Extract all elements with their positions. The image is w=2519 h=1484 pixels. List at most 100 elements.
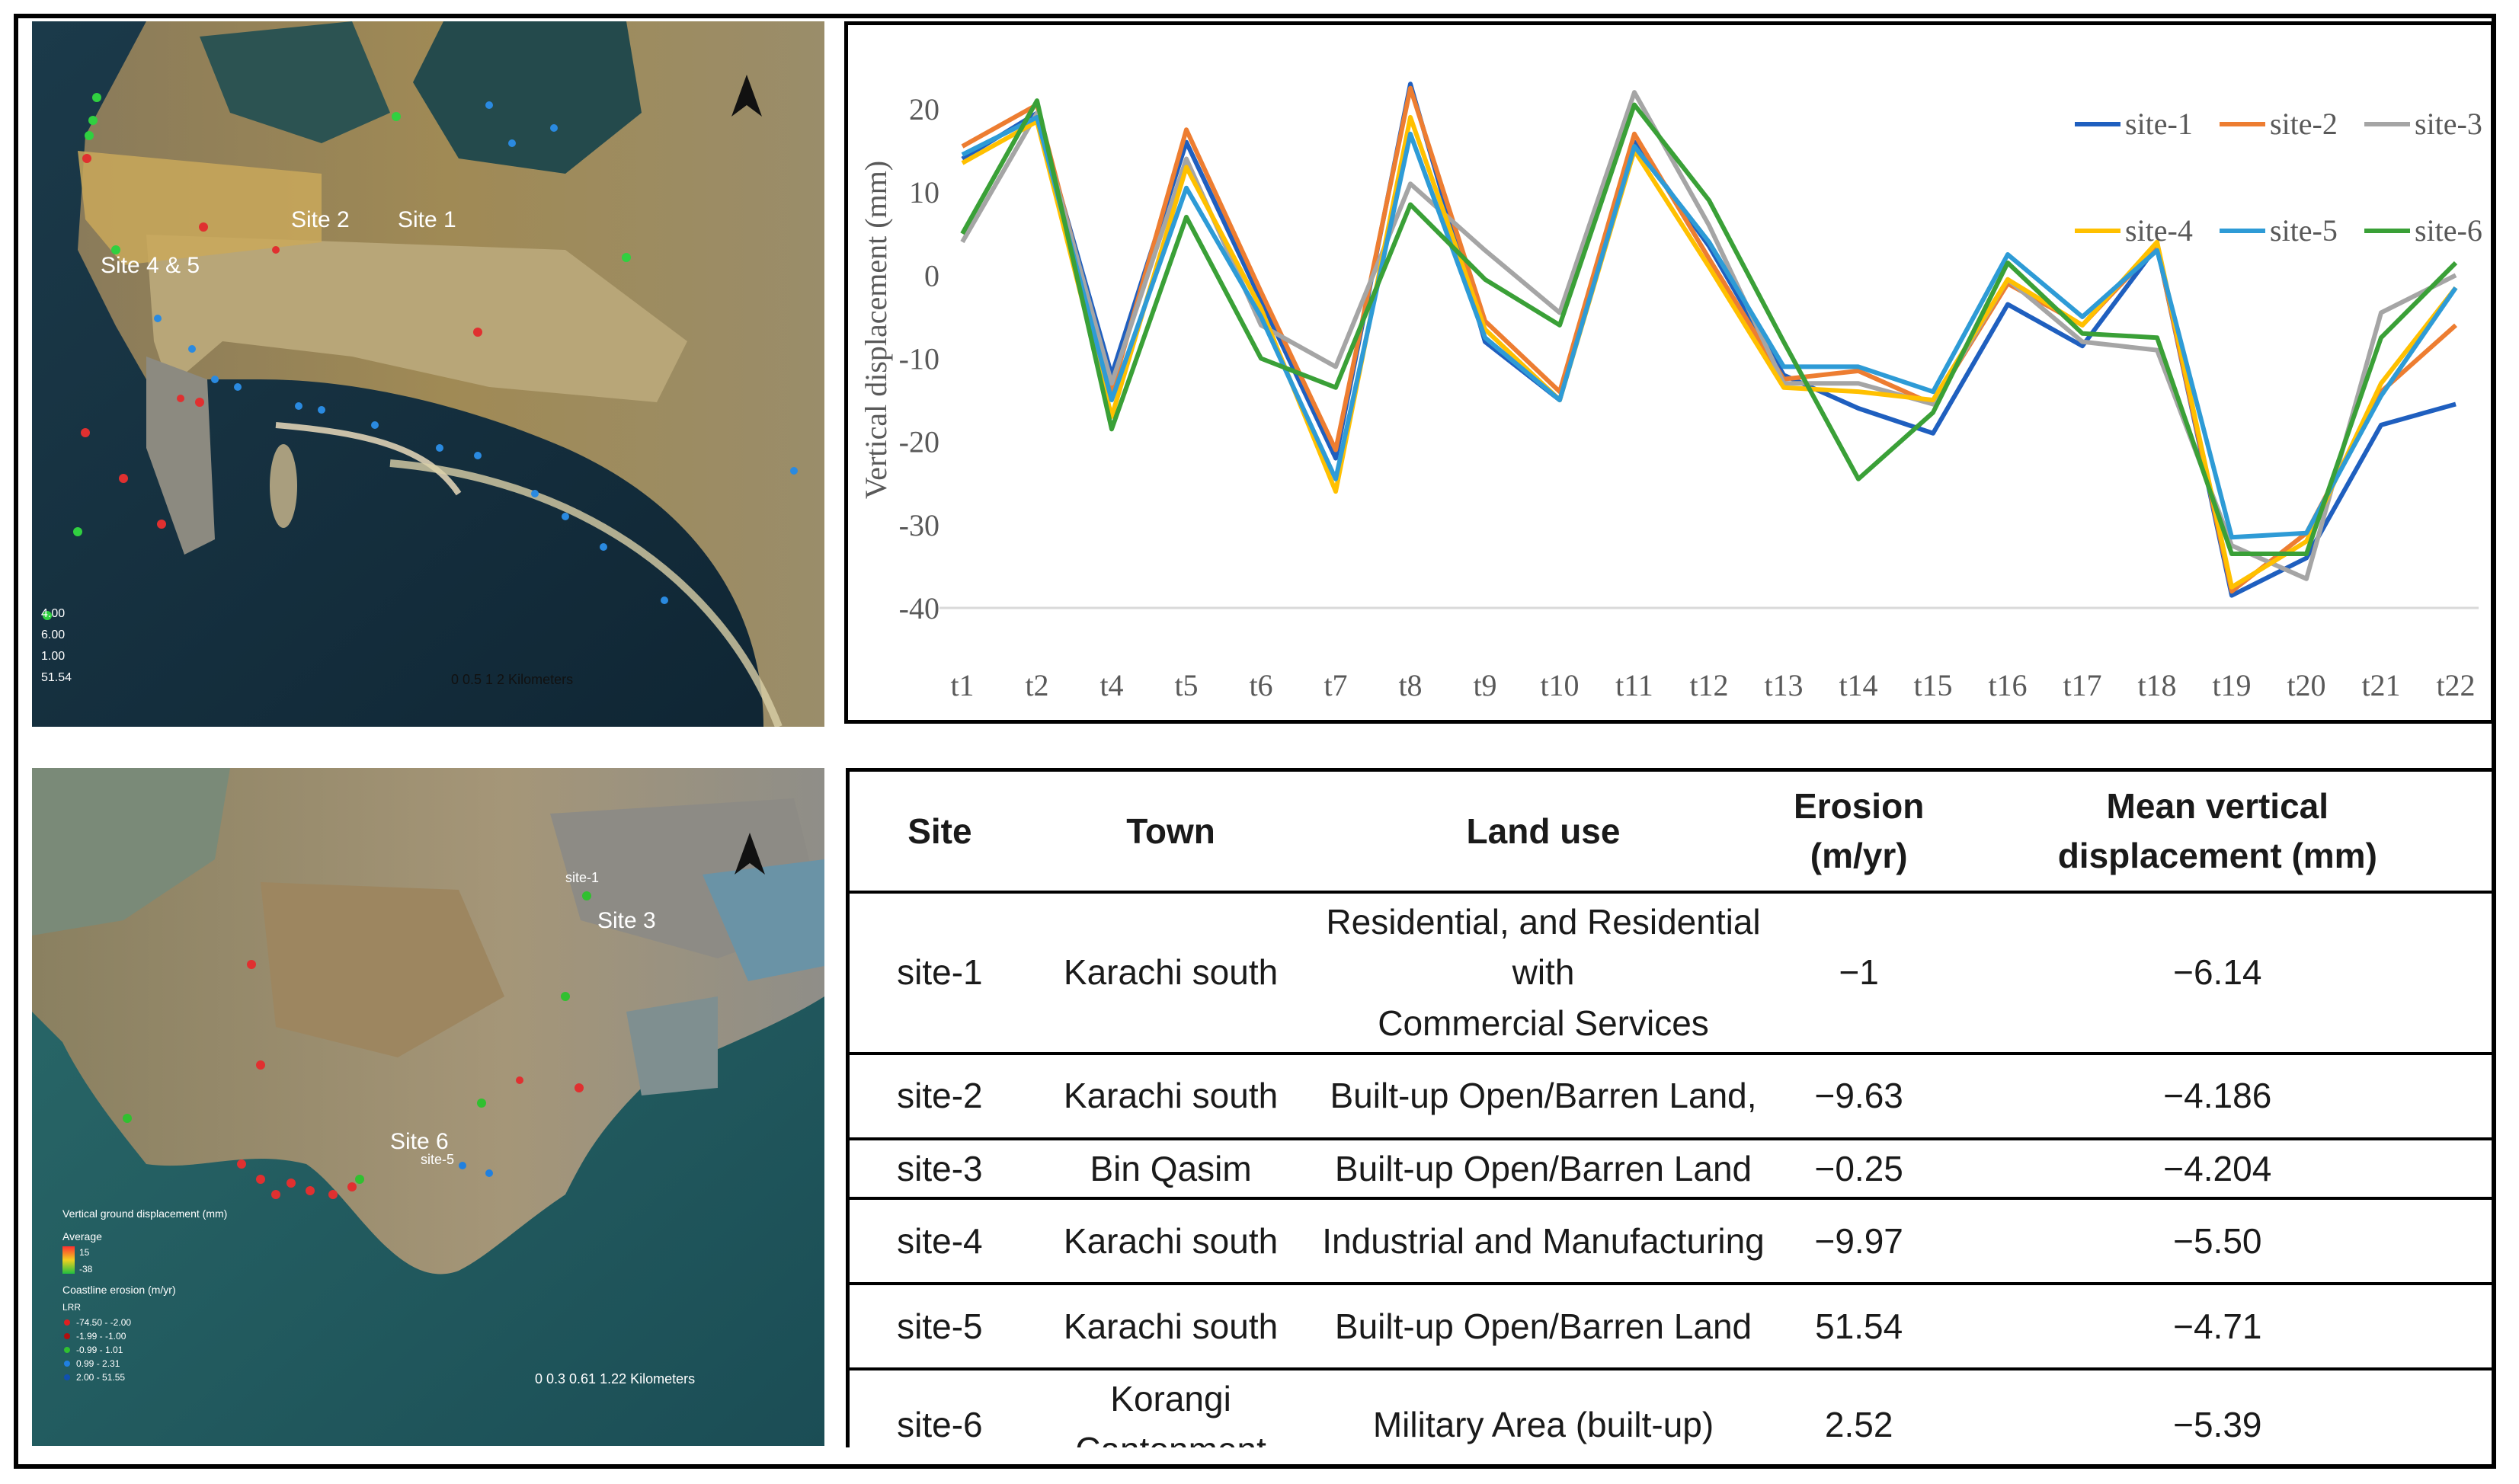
legend-erosion-label: -0.99 - 1.01: [76, 1345, 123, 1355]
table-row: site-2 Karachi south Built-up Open/Barren …: [847, 1051, 2495, 1139]
land-use-line2: Commercial Services: [1378, 1003, 1709, 1043]
land-use-line1: Military Area (built-up): [1372, 1404, 1714, 1444]
legend-top-value-1: 4.00: [41, 607, 65, 620]
legend-top: 4.00 6.00 1.00 51.54: [41, 607, 72, 684]
cell-town: Karachi south: [1029, 890, 1312, 1054]
cell-site: site-6: [847, 1367, 1030, 1447]
cell-erosion: −1: [1775, 890, 1943, 1054]
cell-site: site-3: [847, 1137, 1030, 1199]
site-table: Site Town Land use Erosion (m/yr) Mean v…: [846, 768, 2496, 1447]
cell-erosion: 2.52: [1775, 1367, 1943, 1447]
y-axis-label: Vertical displacement (mm): [859, 161, 893, 499]
cell-town: Bin Qasim: [1029, 1137, 1312, 1199]
cell-land-use: Military Area (built-up): [1311, 1367, 1775, 1447]
land-use-line1: Residential, and Residential with: [1326, 901, 1761, 993]
table-row: site-4 Karachi south Industrial and Manufa…: [847, 1197, 2495, 1284]
legend-color-ramp: [62, 1246, 75, 1274]
legend-bottom: Vertical ground displacement (mm) Averag…: [62, 1207, 227, 1383]
y-tick-label: -10: [899, 342, 939, 376]
scale-bar-top: 0 0.5 1 2 Kilometers: [451, 672, 573, 687]
legend-erosion-swatch: [64, 1361, 70, 1367]
y-tick-label: 20: [909, 92, 939, 126]
cell-town: Karachi south: [1029, 1197, 1312, 1284]
x-tick-label: t11: [1615, 668, 1653, 702]
x-tick-label: t14: [1839, 668, 1877, 702]
legend-label-site-6: site-6: [2415, 213, 2482, 248]
x-tick-label: t18: [2137, 668, 2176, 702]
cell-town: Karachi south: [1029, 1282, 1312, 1370]
label-site-6-small: site-5: [421, 1152, 454, 1167]
legend-top-value-4: 51.54: [41, 671, 72, 684]
legend-label-site-2: site-2: [2270, 107, 2338, 141]
cell-land-use: Built-up Open/Barren Land: [1311, 1282, 1775, 1370]
legend-bottom-title: Vertical ground displacement (mm): [62, 1207, 227, 1220]
land-use-line1: Built-up Open/Barren Land: [1334, 1148, 1752, 1188]
x-tick-label: t7: [1324, 668, 1347, 702]
legend-label-site-4: site-4: [2125, 213, 2193, 248]
cell-erosion: −9.97: [1775, 1197, 1943, 1284]
legend-bottom-high: 15: [79, 1247, 90, 1258]
x-tick-label: t5: [1174, 668, 1198, 702]
cell-land-use: Built-up Open/Barren Land,: [1311, 1051, 1775, 1139]
cell-site: site-5: [847, 1282, 1030, 1370]
cell-site: site-2: [847, 1051, 1030, 1139]
x-tick-label: t16: [1988, 668, 2027, 702]
label-site-1: Site 1: [398, 207, 456, 232]
x-tick-label: t10: [1540, 668, 1579, 702]
legend-erosion-label: -74.50 - -2.00: [76, 1317, 131, 1328]
scale-bar-bottom: 0 0.3 0.61 1.22 Kilometers: [535, 1371, 695, 1386]
north-arrow-icon: [731, 75, 762, 117]
north-arrow-icon-bottom: [735, 833, 765, 875]
table-row: site-5 Karachi south Built-up Open/Barren …: [847, 1282, 2495, 1370]
cell-mean-vertical-displacement: −6.14: [1942, 890, 2495, 1054]
y-tick-label: -20: [899, 425, 939, 459]
x-tick-label: t20: [2287, 668, 2325, 702]
cell-land-use: Residential, and Residential with Commerc…: [1311, 890, 1775, 1054]
cell-land-use: Industrial and Manufacturing: [1311, 1197, 1775, 1284]
y-tick-label: 10: [909, 175, 939, 209]
legend-label-site-5: site-5: [2270, 213, 2338, 248]
cell-site: site-4: [847, 1197, 1030, 1284]
header-mvd-line2: displacement (mm): [2057, 835, 2377, 875]
line-chart-panel: 20 10 0 -10 -20 -30 -40 t1 t2 t4 t5 t6 t7 t8 t9 t10 t11…: [844, 21, 2495, 724]
x-tick-label: t22: [2436, 668, 2475, 702]
header-town: Town: [1029, 769, 1312, 894]
land-use-line1: Built-up Open/Barren Land,: [1330, 1076, 1757, 1116]
x-tick-label: t17: [2063, 668, 2101, 702]
label-site-3: Site 3: [597, 908, 656, 933]
cell-mean-vertical-displacement: −4.204: [1942, 1137, 2495, 1199]
label-site-3-small: site-1: [565, 870, 599, 885]
header-land-use: Land use: [1311, 769, 1775, 894]
cell-mean-vertical-displacement: −5.39: [1942, 1367, 2495, 1447]
legend-erosion-label: -1.99 - -1.00: [76, 1331, 126, 1342]
x-tick-label: t15: [1913, 668, 1952, 702]
y-tick-label: -40: [899, 591, 939, 625]
header-erosion: Erosion (m/yr): [1775, 769, 1943, 894]
label-site-6: Site 6: [390, 1129, 449, 1154]
series-line-site-4: [961, 114, 2458, 590]
x-tick-label: t2: [1025, 668, 1048, 702]
header-mean-vertical-displacement: Mean vertical displacement (mm): [1942, 769, 2495, 894]
cell-mean-vertical-displacement: −5.50: [1942, 1197, 2495, 1284]
cell-town: Korangi Cantonment: [1029, 1367, 1312, 1447]
series-line-site-5: [961, 114, 2458, 540]
satellite-map-bottom: site-1 Site 3 Site 6 site-5 Vertical gro…: [32, 768, 824, 1446]
legend-erosion-swatch: [64, 1347, 70, 1353]
land-use-line1: Industrial and Manufacturing: [1322, 1220, 1765, 1261]
cell-erosion: −9.63: [1775, 1051, 1943, 1139]
series-line-site-6: [960, 98, 2458, 557]
x-tick-label: t21: [2361, 668, 2400, 702]
map-top: Site 2 Site 1 Site 4 & 5 4.00 6.00 1.00 …: [32, 21, 824, 727]
label-site-2: Site 2: [291, 207, 350, 232]
legend-erosion-label: 2.00 - 51.55: [76, 1372, 125, 1383]
header-erosion-line1: Erosion: [1794, 786, 1925, 827]
x-tick-label: t19: [2212, 668, 2251, 702]
header-mvd-line1: Mean vertical: [2106, 786, 2329, 827]
legend-top-value-2: 6.00: [41, 628, 65, 641]
x-tick-label: t12: [1689, 668, 1728, 702]
x-tick-label: t1: [950, 668, 974, 702]
legend-label-site-1: site-1: [2125, 107, 2193, 141]
label-site-4-5: Site 4 & 5: [101, 253, 200, 278]
header-erosion-line2: (m/yr): [1810, 835, 1908, 875]
